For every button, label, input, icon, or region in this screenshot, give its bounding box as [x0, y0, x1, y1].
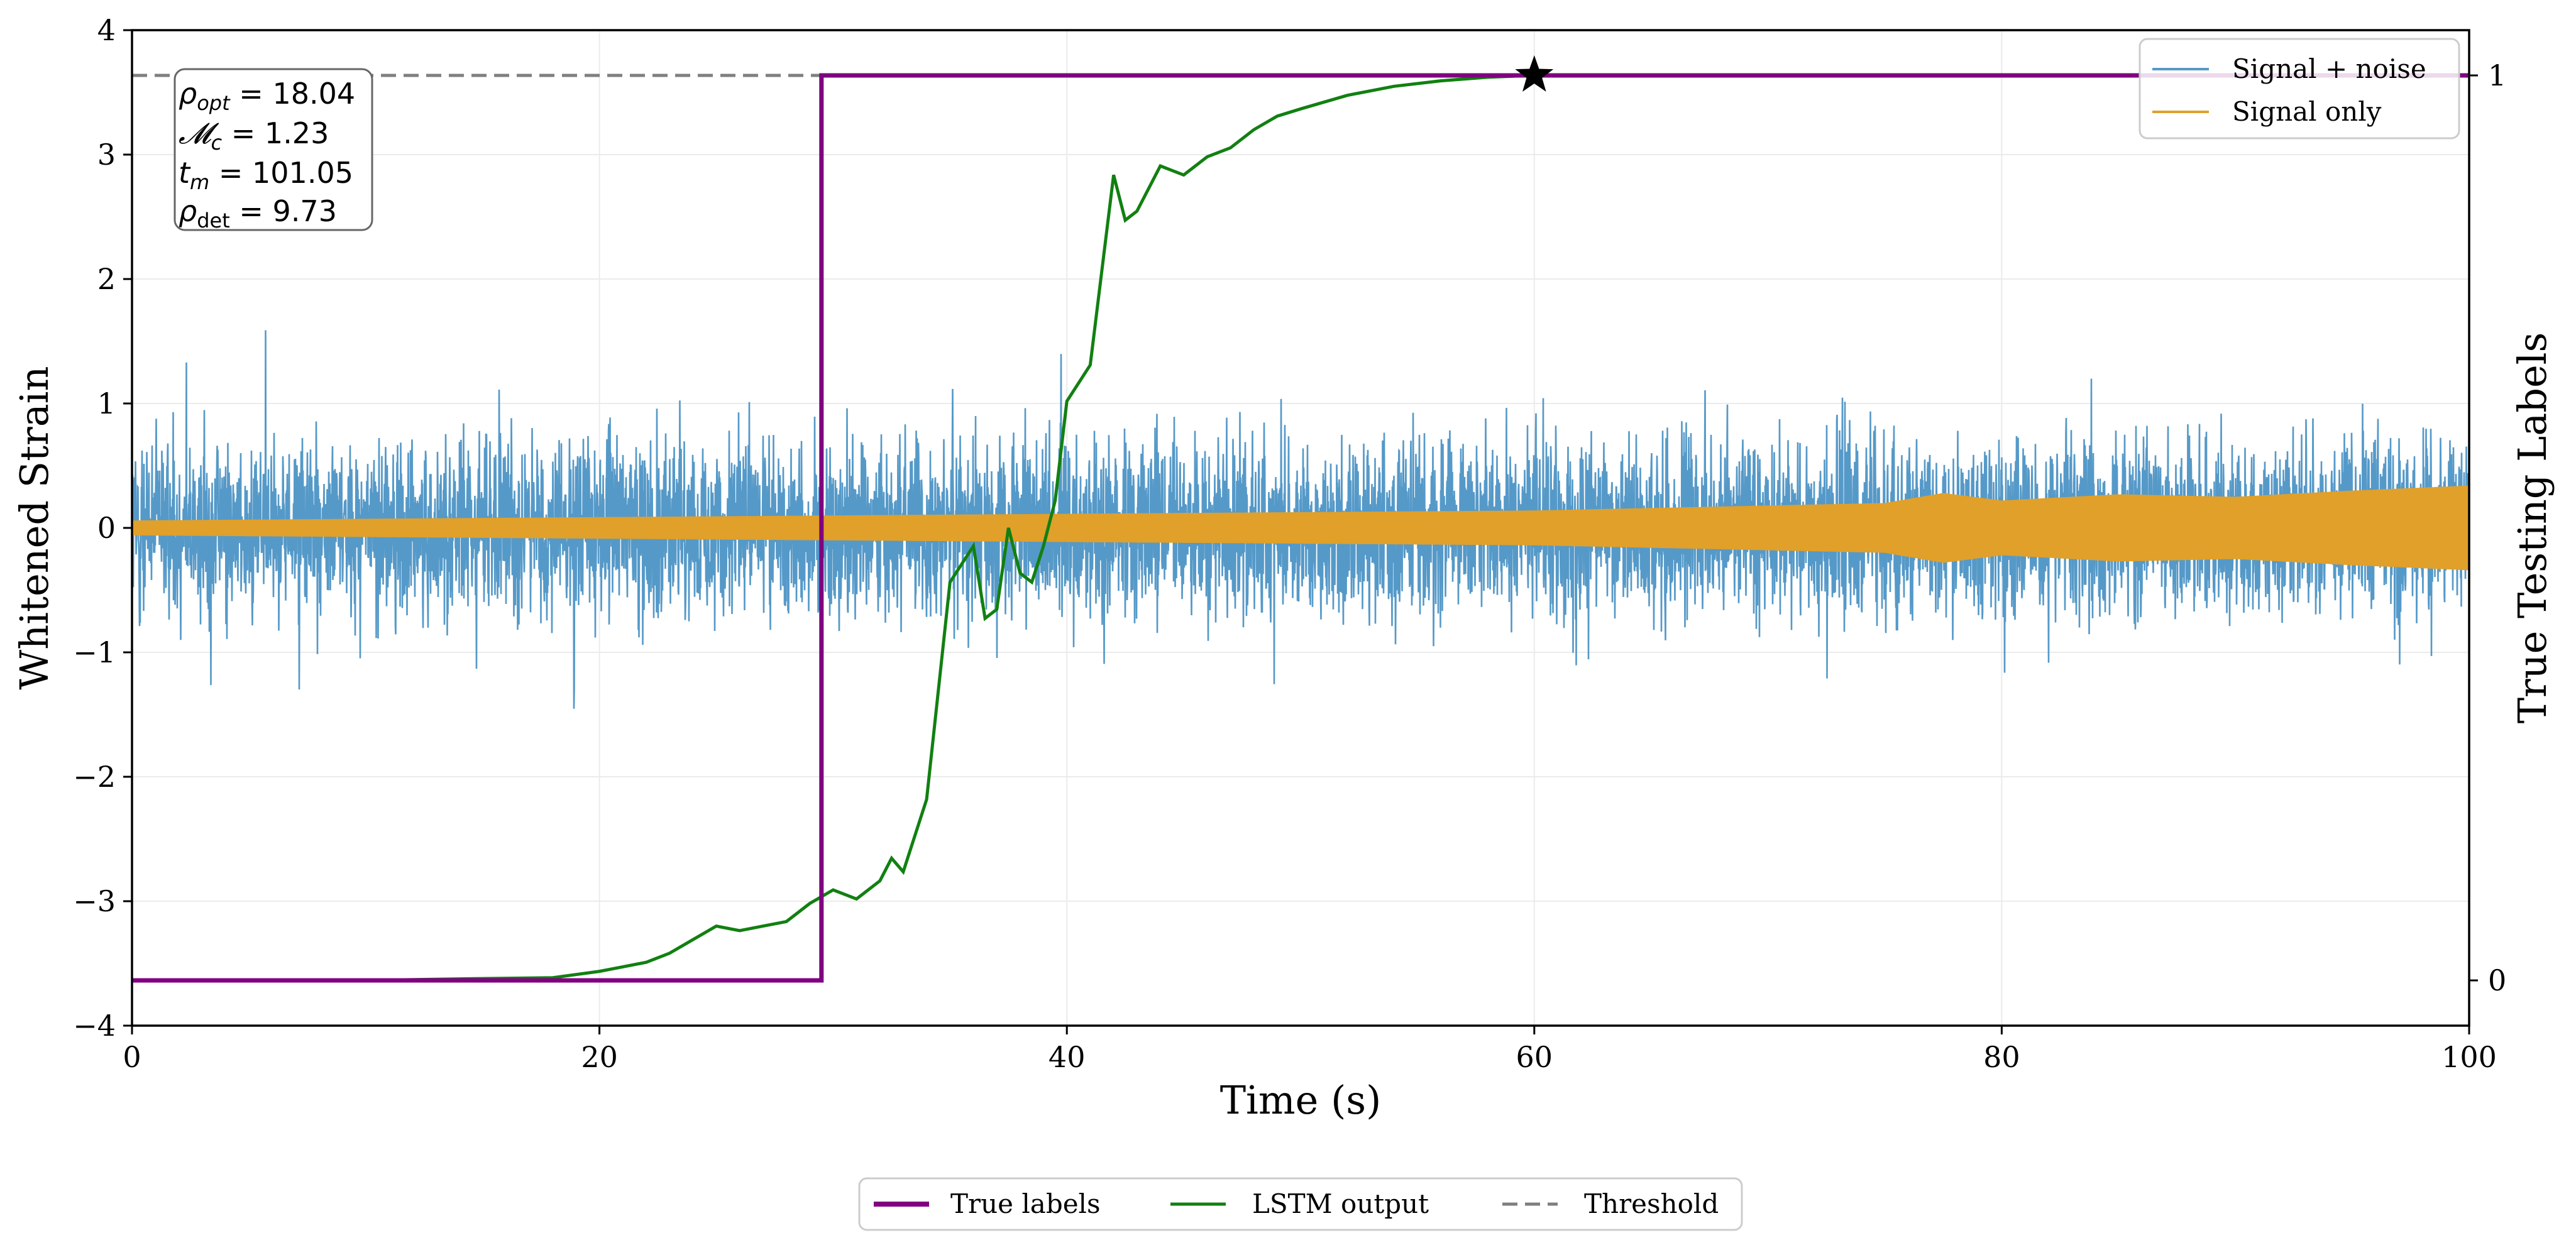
x-axis-label: Time (s) [1220, 1077, 1382, 1123]
legend-bottom: True labels LSTM output Threshold [858, 1177, 1743, 1231]
x-tick-label: 20 [581, 1040, 618, 1074]
y-left-tick-label: 4 [97, 13, 116, 47]
legend-true-labels-label: True labels [950, 1188, 1101, 1219]
true-labels-series [132, 73, 2469, 983]
legend-threshold-label: Threshold [1584, 1188, 1719, 1219]
y-left-tick-labels: −4 −3 −2 −1 0 1 2 3 4 [73, 13, 116, 1043]
signal-only-series [132, 485, 2469, 571]
legend-bottom-frame [858, 1177, 1743, 1231]
legend-lstm-label: LSTM output [1252, 1188, 1429, 1219]
params-box-frame [173, 68, 373, 231]
y-left-axis-label: Whitened Strain [11, 366, 57, 690]
x-tick-labels: 0 20 40 60 80 100 [123, 1040, 2497, 1074]
legend-signal-noise-label: Signal + noise [2232, 53, 2426, 84]
params-box: ρopt = 18.04 𝓜c = 1.23 tm = 101.05 ρdet … [173, 68, 373, 233]
y-left-tick-label: 3 [97, 138, 116, 172]
y-left-tick-label: 1 [97, 387, 116, 420]
y-right-axis-label: True Testing Labels [2509, 332, 2555, 724]
x-tick-label: 40 [1049, 1040, 1086, 1074]
param-merger-time: tm = 101.05 [179, 156, 353, 194]
y-left-tick-label: −3 [73, 884, 116, 918]
y-right-tick-label: 1 [2488, 58, 2506, 92]
y-left-tick-label: 2 [97, 262, 116, 296]
param-rho-det: ρdet = 9.73 [179, 194, 337, 233]
param-chirp-mass: 𝓜c = 1.23 [179, 116, 329, 155]
y-left-tick-label: −1 [73, 635, 116, 669]
x-tick-label: 0 [123, 1040, 141, 1074]
y-left-tick-label: −2 [73, 760, 116, 794]
detection-star-marker [1515, 55, 1554, 92]
legend-top: Signal + noise Signal only [2138, 38, 2460, 140]
y-right-tick-labels: 0 1 [2488, 58, 2506, 997]
axis-ticks [123, 29, 2478, 1034]
x-tick-label: 80 [1983, 1040, 2020, 1074]
y-left-tick-label: −4 [73, 1009, 116, 1043]
legend-signal-only-label: Signal only [2232, 96, 2382, 127]
legend-top-frame [2138, 38, 2460, 140]
param-rho-opt: ρopt = 18.04 [179, 77, 355, 115]
lstm-output-series [132, 74, 2469, 982]
y-left-tick-label: 0 [97, 511, 116, 545]
x-tick-label: 100 [2441, 1040, 2497, 1074]
x-tick-label: 60 [1516, 1040, 1553, 1074]
y-right-tick-label: 0 [2488, 963, 2506, 997]
